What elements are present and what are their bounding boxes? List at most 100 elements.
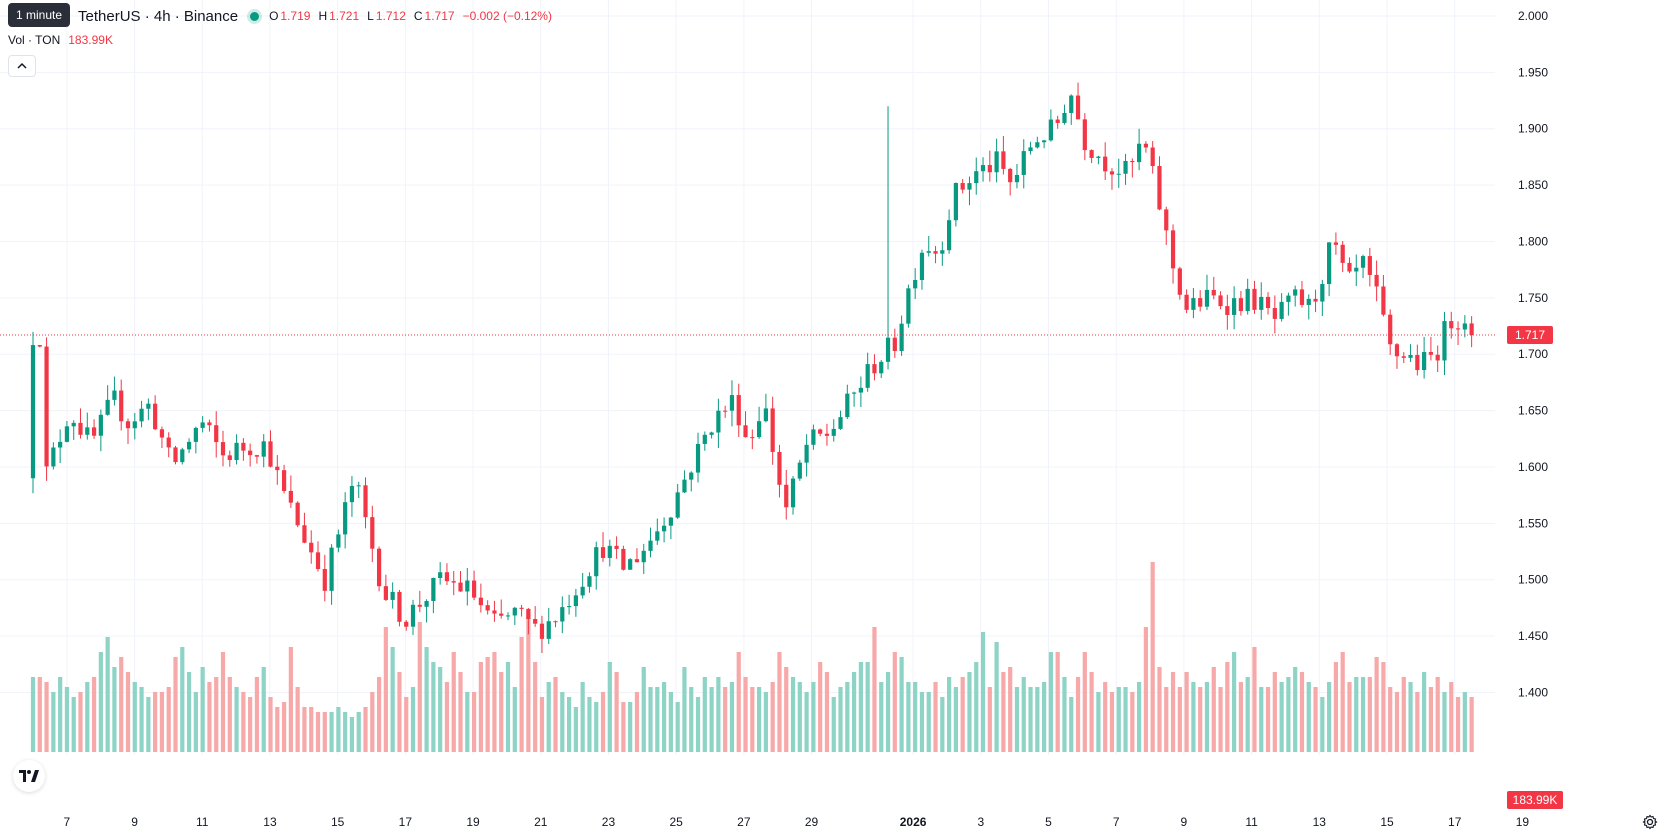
- candle-body: [1435, 354, 1440, 361]
- gear-icon[interactable]: [1640, 812, 1660, 832]
- volume-bar: [112, 667, 117, 752]
- volume-bar: [526, 612, 531, 752]
- volume-label[interactable]: Vol · TON: [8, 33, 61, 47]
- candle: [71, 420, 76, 440]
- candle: [1048, 109, 1053, 142]
- candle-body: [1211, 289, 1216, 296]
- candle: [478, 583, 483, 613]
- volume-bar: [1008, 667, 1013, 752]
- volume-bar: [370, 692, 375, 752]
- candle: [275, 455, 280, 485]
- candle-body: [926, 251, 931, 253]
- candle: [919, 249, 925, 290]
- candle-body: [44, 346, 49, 467]
- candle-body: [64, 426, 70, 442]
- candle-body: [845, 393, 850, 418]
- candle-body: [1360, 256, 1366, 268]
- candle: [1123, 153, 1128, 185]
- candle: [1211, 276, 1216, 300]
- symbol-title[interactable]: TetherUS · 4h · Binance: [78, 7, 239, 25]
- candle: [641, 543, 646, 574]
- low-label: L: [367, 9, 374, 23]
- volume-bar: [91, 677, 97, 752]
- volume-bar: [1055, 652, 1060, 752]
- candle-body: [648, 540, 653, 551]
- volume-bar: [390, 647, 395, 752]
- candle: [1014, 163, 1020, 189]
- candle: [1313, 289, 1318, 313]
- volume-bar: [105, 637, 110, 752]
- candle: [1455, 321, 1461, 346]
- volume-bar: [1313, 687, 1318, 752]
- candle-body: [1143, 143, 1149, 148]
- candle: [967, 176, 972, 206]
- volume-bar: [1347, 682, 1352, 752]
- volume-bar: [723, 687, 728, 752]
- candle-body: [811, 429, 816, 445]
- volume-bar: [533, 662, 538, 752]
- volume-bar: [689, 687, 694, 752]
- candle: [1388, 309, 1393, 355]
- candle-body: [478, 597, 483, 606]
- candle: [818, 428, 823, 437]
- volume-bar: [804, 692, 809, 752]
- volume-bar: [913, 682, 918, 752]
- time-tick-label: 23: [602, 815, 616, 829]
- volume-bar: [322, 712, 327, 752]
- candle: [78, 408, 83, 439]
- volume-bar: [1048, 652, 1053, 752]
- volume-bar: [851, 672, 857, 752]
- candle-body: [295, 502, 300, 526]
- volume-bar: [1340, 652, 1345, 752]
- candle-body: [1265, 296, 1271, 309]
- volume-bar: [356, 712, 361, 752]
- volume-bar: [200, 667, 205, 752]
- candle: [1042, 139, 1047, 149]
- volume-bar: [695, 697, 701, 752]
- volume-bar: [1123, 687, 1128, 752]
- volume-bar: [241, 692, 246, 752]
- candle-body: [404, 621, 409, 627]
- price-tick-label: 1.600: [1518, 460, 1548, 474]
- candle-body: [756, 421, 762, 438]
- volume-bar: [404, 697, 409, 752]
- candle: [1089, 149, 1094, 164]
- volume-bar: [1245, 677, 1250, 752]
- volume-badge-bg: [1507, 791, 1563, 809]
- volume-bar: [573, 707, 578, 752]
- candle-body: [770, 408, 775, 452]
- volume-bar: [960, 677, 965, 752]
- candle: [648, 527, 653, 558]
- collapse-legend-button[interactable]: [8, 55, 36, 77]
- candle-body: [831, 428, 836, 436]
- candle-body: [1327, 242, 1332, 285]
- candle: [200, 416, 205, 433]
- candle: [193, 426, 198, 454]
- candle-body: [329, 547, 334, 591]
- candle: [885, 106, 891, 370]
- candle: [1374, 260, 1379, 302]
- candle: [91, 419, 97, 439]
- candle: [295, 501, 300, 528]
- candle: [824, 423, 830, 446]
- volume-bar: [1388, 687, 1393, 752]
- candle: [1415, 344, 1420, 376]
- candle-body: [1130, 160, 1135, 163]
- tradingview-logo-icon[interactable]: [13, 760, 45, 792]
- candle: [58, 429, 63, 464]
- volume-bar: [383, 627, 388, 752]
- volume-bar: [953, 687, 958, 752]
- candle-body: [919, 252, 925, 280]
- candle: [404, 620, 409, 631]
- volume-bar: [1143, 627, 1149, 752]
- volume-bar: [702, 677, 707, 752]
- candle: [309, 530, 314, 564]
- candle-body: [309, 542, 314, 553]
- candle-body: [1455, 328, 1461, 330]
- volume-bar: [560, 692, 565, 752]
- market-status-icon[interactable]: [250, 11, 260, 21]
- candle: [1265, 292, 1271, 315]
- candle-body: [1048, 119, 1053, 141]
